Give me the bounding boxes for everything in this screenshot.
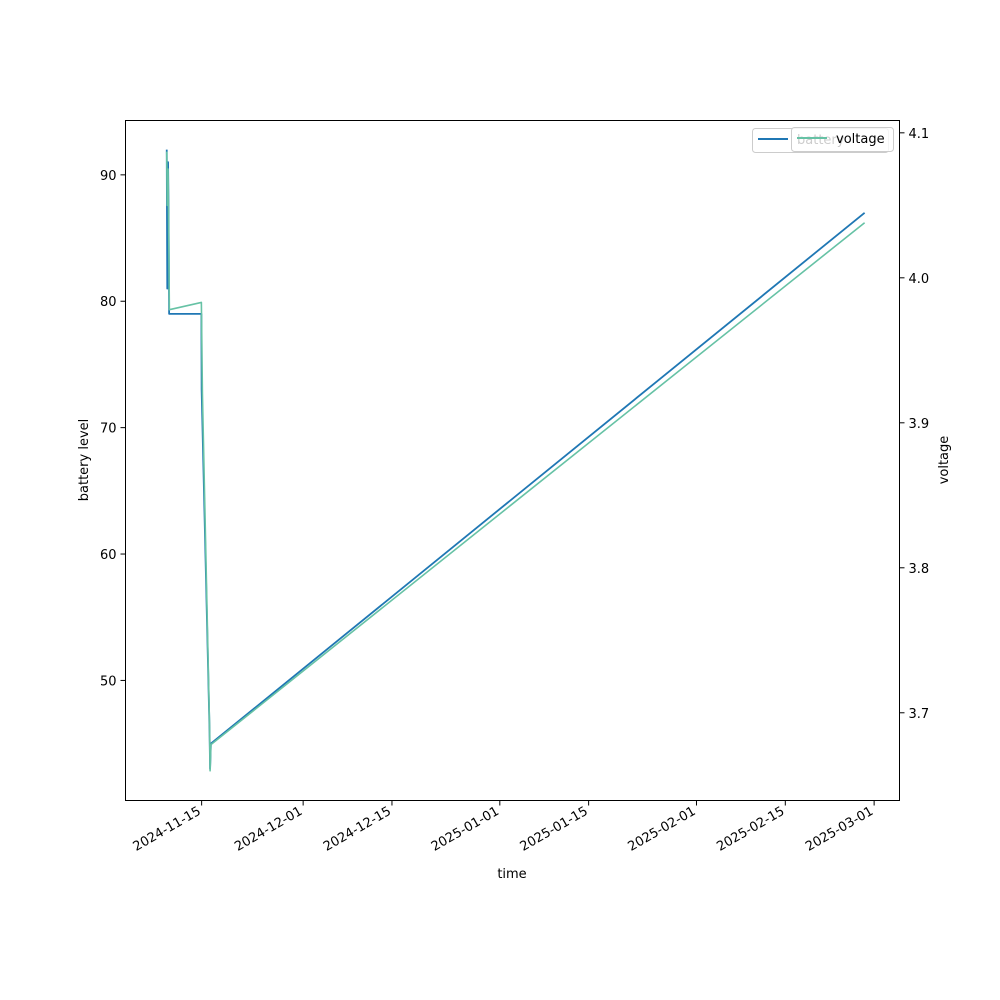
y-axis-right: 3.7 3.8 3.9 4.0 4.1	[899, 127, 930, 722]
x-tick-label: 2025-01-01	[429, 804, 502, 855]
y-axis-title-right: voltage	[937, 436, 952, 485]
y-tick-label-right: 3.9	[909, 417, 930, 432]
plot-frame	[125, 120, 900, 801]
y-tick-label-left: 70	[100, 422, 117, 437]
y-tick-label-left: 90	[100, 169, 117, 184]
legend-voltage-frame	[791, 127, 894, 152]
x-tick-label: 2024-11-15	[131, 804, 204, 855]
y-tick-label-left: 60	[100, 548, 117, 563]
y-tick-label-right: 4.1	[909, 127, 930, 142]
y-tick-label-right: 3.7	[909, 707, 930, 722]
series-line-voltage	[165, 151, 866, 772]
y-axis-title-left: battery level	[77, 419, 92, 502]
legend-voltage: voltage	[791, 127, 894, 152]
y-tick-label-left: 80	[100, 295, 117, 310]
x-tick-label: 2025-02-15	[714, 804, 787, 855]
series-line-battery	[165, 149, 866, 770]
x-tick-label: 2024-12-15	[321, 804, 394, 855]
series-layer	[165, 149, 866, 772]
x-tick-label: 2024-12-01	[232, 804, 305, 855]
y-axis-left: 50 60 70 80 90	[100, 169, 126, 689]
x-axis-title: time	[497, 867, 526, 882]
y-tick-label-right: 4.0	[909, 272, 930, 287]
plot-area	[125, 120, 900, 801]
x-axis: 2024-11-15 2024-12-01 2024-12-15 2025-01-01…	[131, 800, 876, 855]
y-tick-label-left: 50	[100, 674, 117, 689]
x-tick-label: 2025-01-15	[518, 804, 591, 855]
legend-voltage-label: voltage	[836, 132, 885, 147]
x-tick-label: 2025-03-01	[803, 804, 876, 855]
y-tick-label-right: 3.8	[909, 562, 930, 577]
x-tick-label: 2025-02-01	[626, 804, 699, 855]
